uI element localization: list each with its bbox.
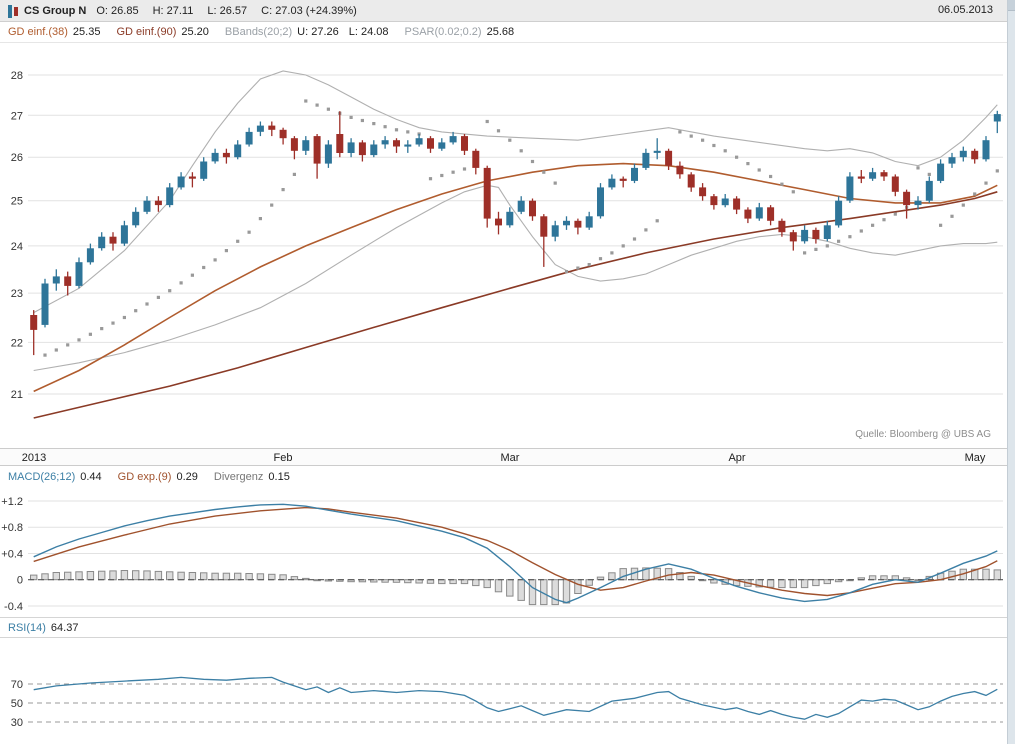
macd-signal-label: GD exp.(9) [117, 470, 172, 483]
svg-text:27: 27 [11, 110, 23, 122]
macd-histogram-layer [30, 567, 1001, 606]
low-quote: L: 26.57 [207, 4, 248, 17]
svg-text:+0.8: +0.8 [1, 522, 23, 534]
svg-text:50: 50 [11, 698, 23, 710]
svg-text:+0.4: +0.4 [1, 549, 23, 561]
quote-date: 06.05.2013 [937, 4, 993, 16]
time-axis-label: Feb [273, 452, 293, 464]
time-axis-label: 2013 [21, 452, 47, 464]
psar-label: PSAR(0.02;0.2) [404, 26, 482, 38]
candles-layer [30, 110, 1001, 356]
rsi-gridlines-layer: 70 50 30 [11, 679, 1003, 729]
overlay-indicator-bar: GD einf.(38) 25.35 GD einf.(90) 25.20 BB… [0, 22, 1007, 43]
psar-value: 25.68 [486, 26, 515, 38]
open-quote: O: 26.85 [96, 4, 139, 17]
svg-text:70: 70 [11, 679, 23, 691]
time-axis-label: May [964, 452, 986, 464]
macd-indicator-bar: MACD(26;12) 0.44 GD exp.(9) 0.29 Diverge… [0, 466, 1007, 487]
gd38-label: GD einf.(38) [8, 26, 68, 38]
rsi-value: 64.37 [50, 621, 79, 634]
time-axis-label: Apr [728, 452, 746, 464]
svg-text:28: 28 [11, 70, 23, 82]
time-axis-label: Mar [500, 452, 520, 464]
bbands-lower: L: 24.08 [348, 26, 389, 38]
svg-text:24: 24 [11, 241, 23, 253]
change-percent: (+24.39%) [305, 4, 357, 17]
divergence-value: 0.15 [268, 470, 290, 483]
high-quote: H: 27.11 [152, 4, 194, 17]
svg-text:-0.4: -0.4 [4, 601, 23, 613]
moving-averages-layer [33, 162, 998, 419]
macd-gridlines-layer: +1.2 +0.8 +0.4 0 -0.4 [1, 496, 1003, 613]
bbands-upper: U: 27.26 [297, 26, 339, 38]
rsi-label: RSI(14) [8, 621, 46, 634]
candlestick-logo-icon [8, 4, 18, 18]
bollinger-bands-layer [33, 70, 998, 372]
gd38-value: 25.35 [72, 26, 101, 38]
svg-text:23: 23 [11, 288, 23, 300]
price-chart-panel: 28 27 26 25 24 23 22 21 Quelle: Bloomberg @ UBS… [0, 43, 1007, 448]
time-axis: 2013 Feb Mar Apr May [0, 448, 1007, 466]
macd-lines-layer [33, 503, 998, 604]
rsi-line-layer [33, 676, 998, 720]
close-quote: C: 27.03 (+24.39%) [261, 4, 357, 17]
rsi-indicator-bar: RSI(14) 64.37 [0, 617, 1007, 638]
svg-text:25: 25 [11, 196, 23, 208]
svg-text:30: 30 [11, 717, 23, 729]
macd-label: MACD(26;12) [8, 470, 76, 483]
rsi-chart-panel: 70 50 30 [0, 638, 1007, 744]
quote-header-bar: CS Group N O: 26.85 H: 27.11 L: 26.57 C:… [0, 0, 1007, 22]
price-chart-canvas[interactable]: 28 27 26 25 24 23 22 21 [0, 43, 1007, 448]
svg-text:+1.2: +1.2 [1, 496, 23, 508]
source-attribution: Quelle: Bloomberg @ UBS AG [855, 429, 991, 440]
macd-signal-value: 0.29 [176, 470, 198, 483]
price-gridlines-layer: 28 27 26 25 24 23 22 21 [11, 70, 1003, 401]
macd-chart-panel: +1.2 +0.8 +0.4 0 -0.4 [0, 487, 1007, 617]
svg-text:22: 22 [11, 337, 23, 349]
psar-dots-layer [43, 99, 999, 357]
scrollbar-thumb[interactable] [1008, 0, 1015, 11]
svg-text:26: 26 [11, 152, 23, 164]
bbands-label: BBands(20;2) [224, 26, 293, 38]
divergence-label: Divergenz [213, 470, 264, 483]
instrument-name: CS Group N [24, 4, 87, 17]
svg-text:0: 0 [17, 575, 23, 587]
gd90-value: 25.20 [181, 26, 209, 38]
macd-value: 0.44 [80, 470, 102, 483]
vertical-scrollbar[interactable] [1007, 0, 1015, 744]
rsi-chart-canvas[interactable]: 70 50 30 [0, 638, 1007, 744]
svg-text:21: 21 [11, 389, 23, 401]
gd90-label: GD einf.(90) [116, 26, 177, 38]
macd-chart-canvas[interactable]: +1.2 +0.8 +0.4 0 -0.4 [0, 487, 1007, 617]
